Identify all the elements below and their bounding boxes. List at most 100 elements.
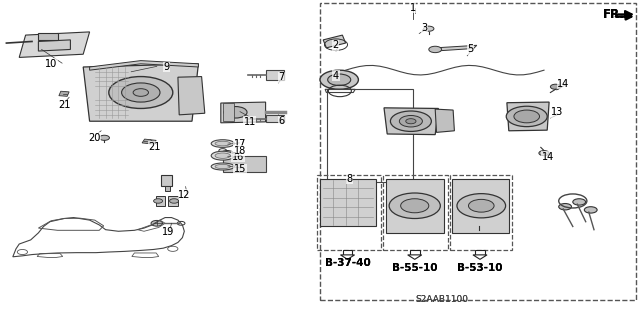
Text: 16: 16 bbox=[232, 152, 244, 162]
Text: 14: 14 bbox=[541, 152, 554, 162]
Circle shape bbox=[390, 111, 431, 131]
Circle shape bbox=[109, 77, 173, 108]
Text: 15: 15 bbox=[234, 164, 246, 174]
Text: 1: 1 bbox=[410, 3, 416, 13]
Text: 19: 19 bbox=[161, 227, 174, 237]
Polygon shape bbox=[83, 64, 198, 121]
Polygon shape bbox=[507, 102, 549, 131]
Text: 21: 21 bbox=[58, 100, 70, 110]
Text: 17: 17 bbox=[234, 139, 246, 149]
Circle shape bbox=[154, 199, 163, 203]
Circle shape bbox=[424, 26, 434, 31]
Text: 18: 18 bbox=[234, 145, 246, 156]
Circle shape bbox=[584, 207, 597, 213]
Bar bbox=[475, 250, 485, 255]
Polygon shape bbox=[90, 61, 198, 70]
Text: 17: 17 bbox=[234, 139, 246, 149]
Polygon shape bbox=[223, 103, 234, 121]
Circle shape bbox=[401, 199, 429, 213]
Text: 14: 14 bbox=[557, 78, 570, 89]
Ellipse shape bbox=[211, 140, 234, 147]
Ellipse shape bbox=[211, 163, 234, 170]
Circle shape bbox=[406, 119, 416, 124]
Text: 21: 21 bbox=[58, 100, 70, 110]
Polygon shape bbox=[340, 255, 355, 259]
Polygon shape bbox=[435, 109, 454, 132]
Text: 15: 15 bbox=[234, 164, 246, 174]
Text: 5: 5 bbox=[467, 44, 474, 55]
Text: FR.: FR. bbox=[603, 8, 625, 21]
Text: B-53-10: B-53-10 bbox=[457, 263, 503, 273]
Circle shape bbox=[224, 107, 247, 118]
Circle shape bbox=[457, 194, 506, 218]
Circle shape bbox=[514, 110, 540, 123]
Text: 6: 6 bbox=[278, 116, 285, 126]
Text: 19: 19 bbox=[161, 227, 174, 237]
Text: 20: 20 bbox=[88, 133, 101, 143]
Text: 18: 18 bbox=[234, 145, 246, 156]
Circle shape bbox=[550, 84, 561, 89]
Text: FR.: FR. bbox=[603, 8, 625, 21]
Circle shape bbox=[320, 70, 358, 89]
Circle shape bbox=[122, 83, 160, 102]
Polygon shape bbox=[19, 32, 90, 57]
Polygon shape bbox=[266, 115, 284, 122]
Polygon shape bbox=[473, 255, 487, 259]
Polygon shape bbox=[435, 45, 477, 51]
Polygon shape bbox=[320, 179, 376, 226]
Polygon shape bbox=[156, 196, 165, 206]
Circle shape bbox=[506, 106, 547, 127]
Polygon shape bbox=[168, 196, 178, 206]
Polygon shape bbox=[221, 102, 266, 123]
Text: 4: 4 bbox=[333, 71, 339, 81]
Text: 3: 3 bbox=[421, 23, 428, 33]
Bar bbox=[342, 250, 353, 255]
Text: 20: 20 bbox=[88, 133, 101, 143]
Polygon shape bbox=[161, 175, 172, 186]
Text: 6: 6 bbox=[278, 116, 285, 126]
Text: 5: 5 bbox=[467, 44, 474, 55]
Circle shape bbox=[170, 199, 179, 203]
Polygon shape bbox=[452, 179, 509, 233]
Text: 7: 7 bbox=[278, 72, 285, 82]
Text: 2: 2 bbox=[332, 40, 339, 50]
Circle shape bbox=[328, 74, 351, 85]
Polygon shape bbox=[384, 108, 438, 135]
Text: 12: 12 bbox=[178, 189, 191, 200]
Polygon shape bbox=[165, 186, 170, 191]
Bar bbox=[317, 175, 381, 250]
Circle shape bbox=[429, 46, 442, 53]
Text: 13: 13 bbox=[550, 107, 563, 117]
Text: 11: 11 bbox=[243, 117, 256, 127]
Ellipse shape bbox=[215, 164, 230, 169]
Ellipse shape bbox=[211, 151, 234, 160]
Circle shape bbox=[99, 135, 109, 140]
Text: 8: 8 bbox=[346, 174, 353, 184]
Text: 9: 9 bbox=[163, 62, 170, 72]
Polygon shape bbox=[59, 91, 69, 96]
Bar bbox=[320, 3, 636, 300]
Circle shape bbox=[133, 89, 148, 96]
Polygon shape bbox=[323, 35, 346, 48]
Text: 4: 4 bbox=[333, 71, 339, 81]
Text: S2AAB1100: S2AAB1100 bbox=[415, 295, 468, 304]
Text: 7: 7 bbox=[278, 72, 285, 82]
Polygon shape bbox=[142, 139, 156, 144]
Text: 3: 3 bbox=[421, 23, 428, 33]
Text: 11: 11 bbox=[243, 117, 256, 127]
Ellipse shape bbox=[215, 141, 230, 146]
Text: B-37-40: B-37-40 bbox=[324, 258, 371, 268]
Ellipse shape bbox=[215, 153, 230, 158]
Polygon shape bbox=[38, 40, 70, 51]
Text: S2AAB1100: S2AAB1100 bbox=[415, 295, 468, 304]
Circle shape bbox=[559, 204, 572, 210]
Polygon shape bbox=[266, 70, 284, 80]
Circle shape bbox=[151, 220, 163, 226]
Text: 10: 10 bbox=[45, 59, 58, 69]
Circle shape bbox=[539, 151, 549, 156]
Polygon shape bbox=[408, 255, 422, 259]
Bar bbox=[327, 89, 413, 182]
Polygon shape bbox=[223, 156, 266, 172]
Polygon shape bbox=[386, 179, 444, 233]
Circle shape bbox=[468, 199, 494, 212]
